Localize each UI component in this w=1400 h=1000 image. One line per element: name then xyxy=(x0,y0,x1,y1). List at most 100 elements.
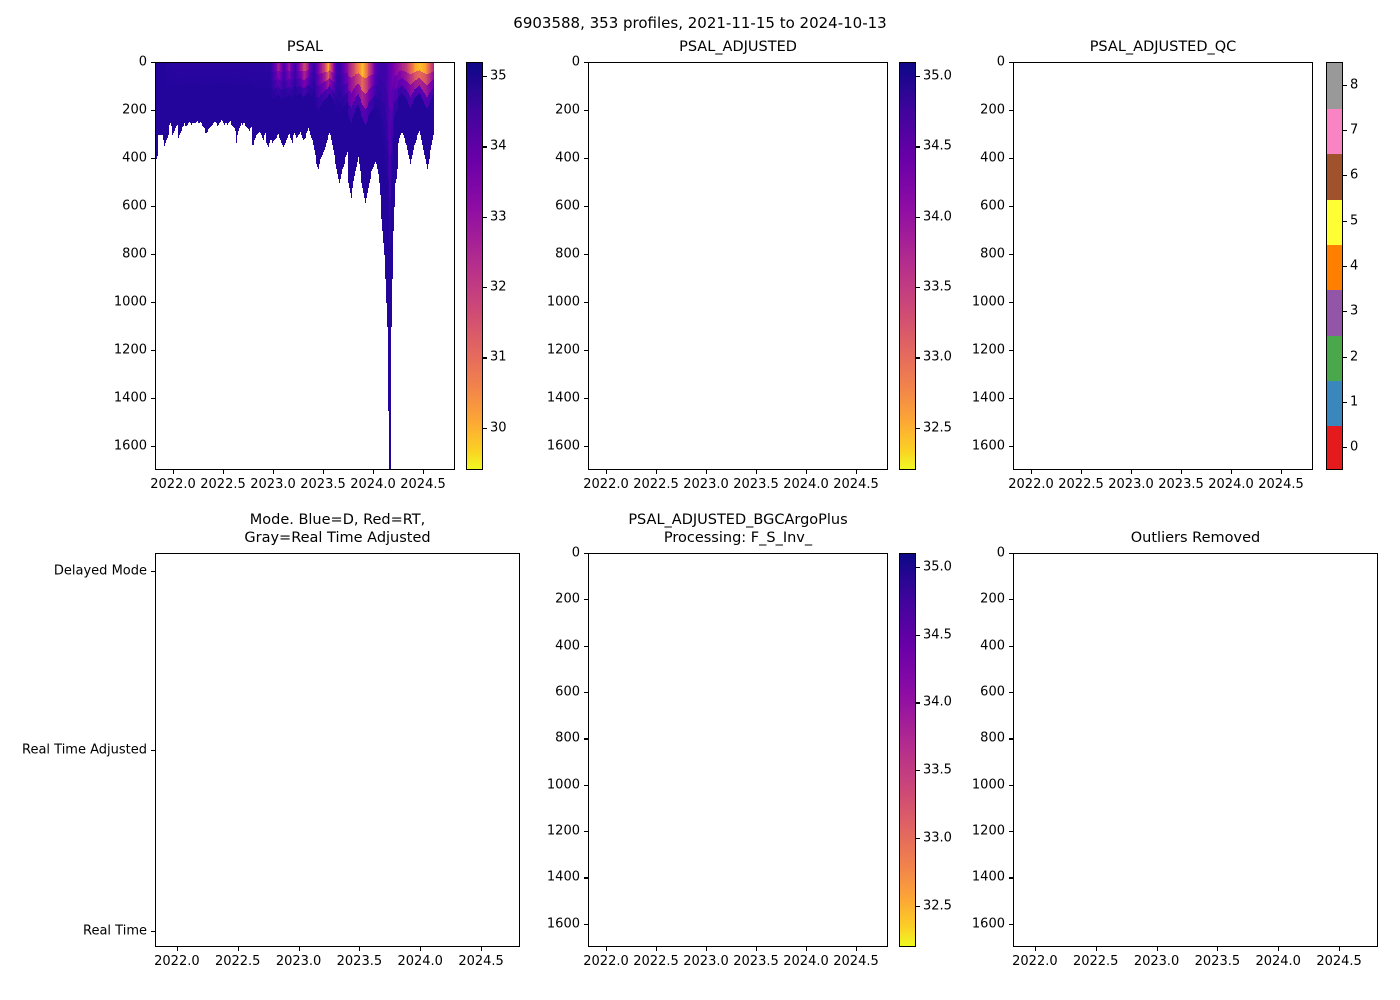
profile-column xyxy=(373,85,375,97)
profile-column xyxy=(377,148,380,162)
profile-column xyxy=(225,102,227,110)
profile-column xyxy=(307,113,310,121)
profile-column xyxy=(346,92,349,103)
x-tick xyxy=(656,947,658,951)
profile-column xyxy=(401,70,403,79)
profile-column xyxy=(213,95,215,103)
profile-column xyxy=(162,63,164,72)
profile-column xyxy=(266,107,268,117)
profile-column xyxy=(283,63,285,73)
axes-psal_adjusted xyxy=(588,62,888,470)
profile-column xyxy=(310,79,312,88)
profile-column xyxy=(293,109,296,118)
profile-column xyxy=(233,98,235,106)
profile-column xyxy=(295,87,297,97)
profile-column xyxy=(369,88,371,102)
profile-column xyxy=(172,117,174,126)
profile-column xyxy=(265,122,267,131)
profile-column xyxy=(323,120,325,131)
profile-column xyxy=(298,110,300,119)
profile-column xyxy=(347,165,349,179)
profile-column xyxy=(163,81,166,91)
profile-column xyxy=(184,97,186,105)
profile-column xyxy=(399,63,401,72)
profile-column xyxy=(267,128,270,139)
profile-column xyxy=(188,89,191,97)
profile-column xyxy=(294,127,297,136)
profile-column xyxy=(168,76,170,85)
profile-column xyxy=(363,178,365,193)
profile-column xyxy=(322,122,324,133)
profile-column xyxy=(311,63,313,72)
profile-column xyxy=(328,63,330,72)
profile-column xyxy=(179,70,181,79)
profile-column xyxy=(330,111,332,120)
y-tick-label: 1400 xyxy=(546,869,580,885)
profile-column xyxy=(395,88,397,102)
profile-column xyxy=(245,118,247,126)
profile-column xyxy=(175,111,178,119)
profile-column xyxy=(325,135,327,145)
profile-column xyxy=(273,80,275,90)
profile-column xyxy=(199,75,201,83)
profile-column xyxy=(200,95,202,103)
profile-column xyxy=(390,380,392,427)
profile-column xyxy=(347,114,349,128)
profile-column xyxy=(234,77,236,85)
profile-column xyxy=(381,167,383,185)
profile-column xyxy=(204,77,206,86)
profile-column xyxy=(222,76,225,84)
profile-column xyxy=(299,124,301,133)
profile-column xyxy=(394,129,396,144)
profile-column xyxy=(161,127,163,136)
profile-column xyxy=(214,63,217,70)
x-tick xyxy=(373,470,375,474)
profile-column xyxy=(345,146,347,157)
profile-column xyxy=(366,63,368,78)
profile-column xyxy=(206,85,208,94)
profile-column xyxy=(223,110,225,118)
profile-column xyxy=(360,152,362,166)
profile-column xyxy=(256,125,258,135)
profile-column xyxy=(185,97,187,105)
profile-column xyxy=(402,124,404,133)
profile-column xyxy=(296,111,298,121)
profile-column xyxy=(207,85,209,94)
profile-column xyxy=(299,85,302,94)
profile-column xyxy=(169,97,171,105)
profile-column xyxy=(251,97,253,105)
profile-column xyxy=(260,127,263,136)
profile-column xyxy=(254,63,257,72)
profile-column xyxy=(276,103,278,112)
profile-column xyxy=(280,115,283,125)
profile-column xyxy=(330,119,332,128)
colorbar-tick-label: 5 xyxy=(1350,213,1359,229)
profile-column xyxy=(240,103,243,111)
profile-column xyxy=(292,71,295,80)
profile-column xyxy=(283,72,285,82)
profile-column xyxy=(223,117,225,125)
profile-column xyxy=(320,83,323,95)
colorbar-tick xyxy=(1343,220,1347,222)
profile-column xyxy=(260,124,262,133)
profile-column xyxy=(210,83,212,92)
profile-column xyxy=(371,74,374,87)
profile-column xyxy=(402,93,404,103)
profile-column xyxy=(244,109,246,117)
y-tick xyxy=(584,645,588,647)
profile-column xyxy=(188,115,191,123)
y-tick-label: 0 xyxy=(996,54,1005,70)
profile-column xyxy=(377,98,379,111)
profile-column xyxy=(216,63,218,71)
profile-column xyxy=(302,97,304,107)
profile-column xyxy=(237,115,239,124)
profile-column xyxy=(163,109,166,119)
profile-column xyxy=(341,133,343,146)
profile-column xyxy=(243,95,245,103)
profile-column xyxy=(164,133,166,143)
profile-column xyxy=(353,138,355,152)
profile-column xyxy=(344,84,346,96)
profile-column xyxy=(249,113,251,121)
profile-column xyxy=(266,98,268,108)
